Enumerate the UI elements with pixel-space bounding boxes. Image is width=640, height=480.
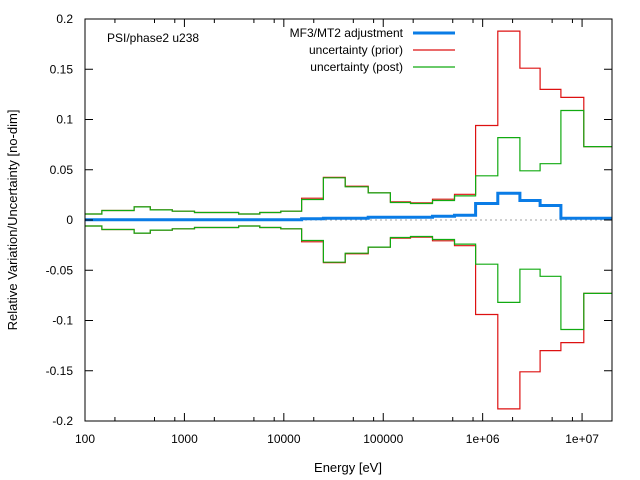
y-tick-label: -0.2 [52, 414, 73, 428]
x-tick-label: 10000 [267, 432, 301, 446]
y-tick-label: 0.1 [56, 113, 73, 127]
y-axis-title: Relative Variation/Uncertainty [no-dim] [5, 110, 20, 331]
series-line-mf3-mt2-adjustment [85, 191, 612, 222]
y-tick-label: 0.05 [50, 163, 74, 177]
y-tick-label: 0.15 [50, 62, 74, 76]
x-tick-label: 100000 [363, 432, 403, 446]
legend-label-uncertainty-prior: uncertainty (prior) [309, 43, 403, 57]
y-tick-label: 0.2 [56, 12, 73, 26]
x-tick-label: 1e+07 [565, 432, 599, 446]
series-line-uncertainty-post [85, 109, 612, 215]
y-tick-label: -0.1 [52, 314, 73, 328]
x-axis-title: Energy [eV] [314, 460, 382, 475]
x-tick-label: 100 [75, 432, 95, 446]
x-tick-label: 1000 [171, 432, 198, 446]
y-tick-label: 0 [66, 213, 73, 227]
legend: MF3/MT2 adjustment uncertainty (prior) unc… [290, 26, 455, 74]
y-tick-label: -0.15 [46, 364, 74, 378]
y-tick-label: -0.05 [46, 263, 74, 277]
legend-label-uncertainty-post: uncertainty (post) [310, 60, 403, 74]
series-line-uncertainty-post-negative [85, 225, 612, 331]
series-layer [85, 30, 612, 410]
x-tick-label: 1e+06 [466, 432, 500, 446]
legend-label-mf3-mt2-adjustment: MF3/MT2 adjustment [290, 26, 404, 40]
annotation-label: PSI/phase2 u238 [107, 31, 199, 45]
